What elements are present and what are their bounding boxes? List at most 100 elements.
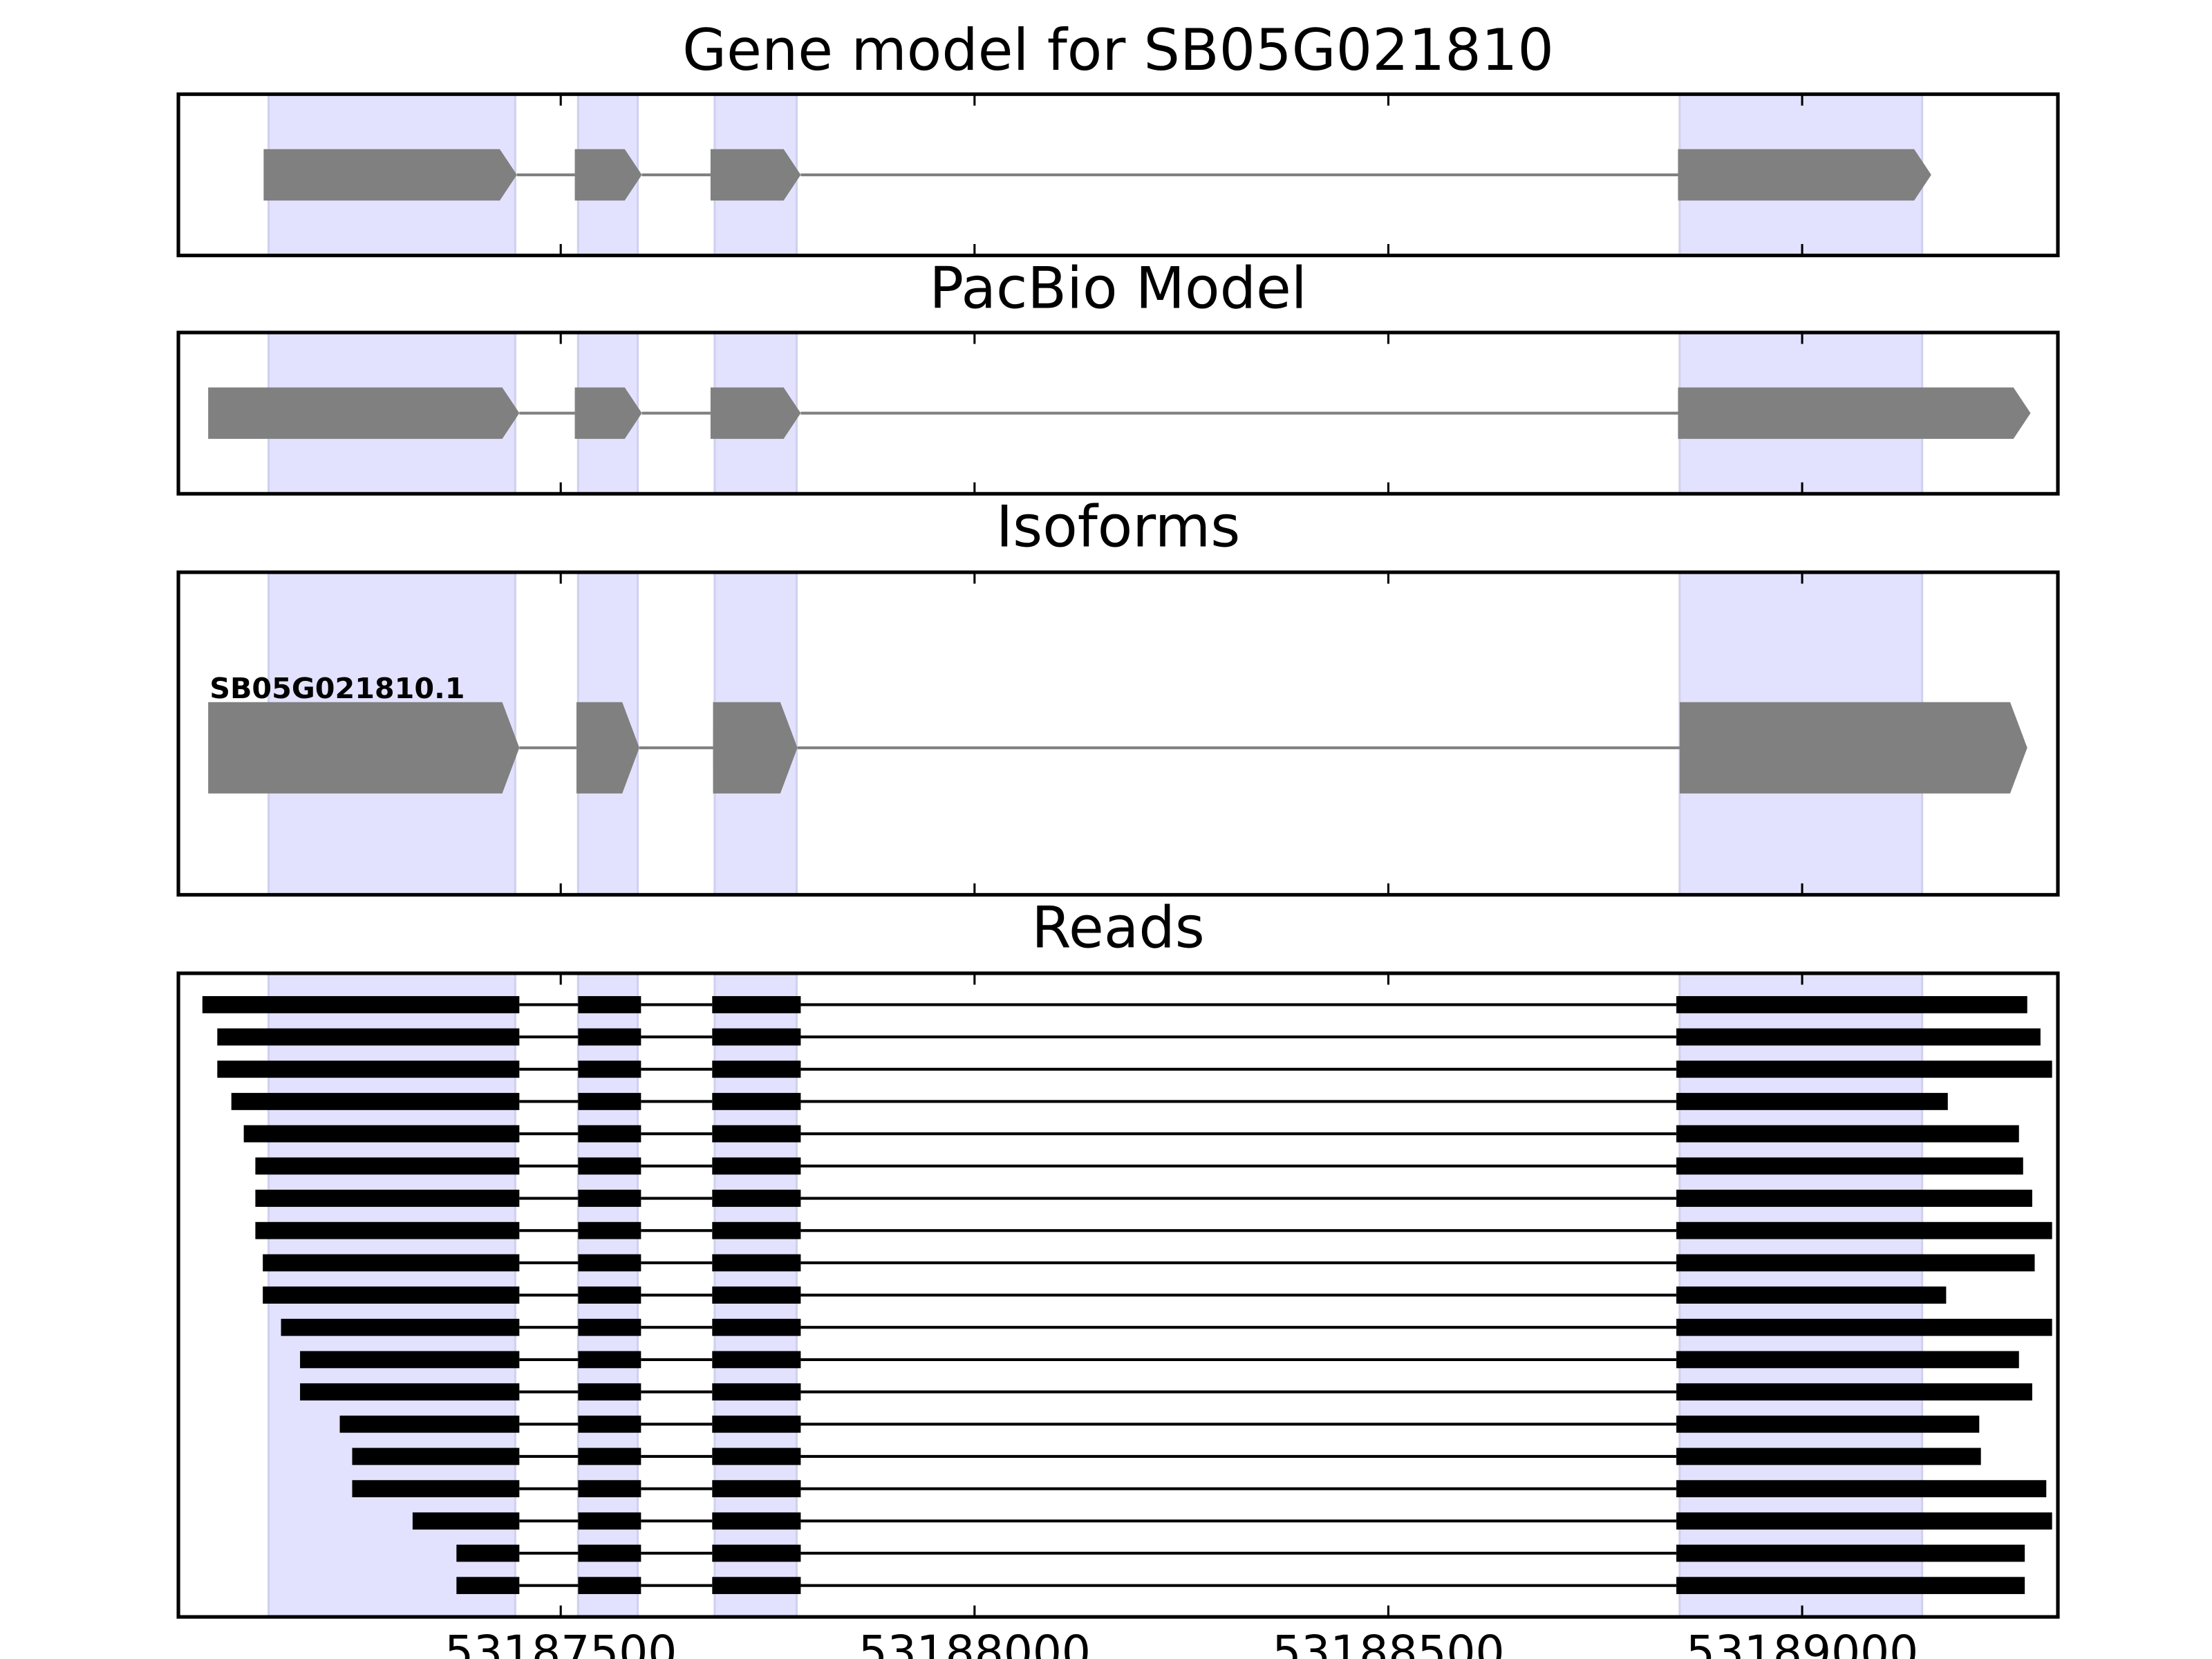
read-block bbox=[712, 1577, 801, 1595]
read-block bbox=[1676, 996, 2027, 1013]
panel-frame bbox=[176, 570, 2060, 897]
read-block bbox=[1676, 1318, 2052, 1336]
read-block bbox=[712, 996, 801, 1013]
exon bbox=[574, 387, 642, 439]
x-tick-label: 53187500 bbox=[444, 1626, 677, 1659]
read-block bbox=[1676, 1254, 2035, 1272]
exon bbox=[576, 702, 639, 794]
read-block bbox=[712, 1383, 801, 1400]
read-block bbox=[255, 1221, 520, 1239]
exon bbox=[208, 702, 520, 794]
read-block bbox=[243, 1125, 520, 1143]
read-block bbox=[255, 1157, 520, 1175]
panel-frame bbox=[176, 330, 2060, 496]
read-block bbox=[578, 1383, 641, 1400]
read-block bbox=[712, 1221, 801, 1239]
panel-title: Reads bbox=[1031, 895, 1205, 962]
exon bbox=[710, 149, 801, 201]
read-block bbox=[1676, 1028, 2041, 1046]
x-tick-label: 53188000 bbox=[859, 1626, 1091, 1659]
read-block bbox=[339, 1415, 520, 1433]
exon bbox=[574, 149, 642, 201]
read-block bbox=[712, 1286, 801, 1304]
read-block bbox=[712, 1447, 801, 1465]
read-block bbox=[217, 1028, 520, 1046]
read-block bbox=[578, 1125, 641, 1143]
x-tick-label: 53189000 bbox=[1686, 1626, 1918, 1659]
read-block bbox=[578, 1512, 641, 1530]
read-block bbox=[1676, 1286, 1947, 1304]
exon bbox=[1679, 702, 2027, 794]
read-block bbox=[578, 1318, 641, 1336]
read-block bbox=[712, 1060, 801, 1078]
read-block bbox=[1676, 1577, 2025, 1595]
read-block bbox=[578, 1254, 641, 1272]
read-block bbox=[352, 1480, 520, 1498]
read-block bbox=[578, 1286, 641, 1304]
exon bbox=[710, 387, 801, 439]
read-block bbox=[456, 1577, 520, 1595]
panel-title: Gene model for SB05G021810 bbox=[682, 17, 1554, 84]
panel-frame bbox=[176, 971, 2060, 1619]
read-block bbox=[217, 1060, 520, 1078]
exon bbox=[713, 702, 798, 794]
read-block bbox=[281, 1318, 520, 1336]
read-block bbox=[263, 1254, 520, 1272]
read-block bbox=[263, 1286, 520, 1304]
read-block bbox=[1676, 1415, 1980, 1433]
read-block bbox=[712, 1093, 801, 1110]
read-block bbox=[1676, 1480, 2047, 1498]
read-block bbox=[712, 1480, 801, 1498]
read-block bbox=[712, 1544, 801, 1562]
read-block bbox=[202, 996, 520, 1013]
read-block bbox=[578, 1190, 641, 1207]
read-block bbox=[578, 996, 641, 1013]
read-block bbox=[578, 1577, 641, 1595]
read-block bbox=[1676, 1060, 2052, 1078]
read-block bbox=[231, 1093, 520, 1110]
read-block bbox=[578, 1415, 641, 1433]
read-block bbox=[712, 1512, 801, 1530]
read-block bbox=[1676, 1221, 2052, 1239]
read-block bbox=[712, 1254, 801, 1272]
read-block bbox=[352, 1447, 520, 1465]
read-block bbox=[712, 1190, 801, 1207]
exon bbox=[208, 387, 520, 439]
read-block bbox=[1676, 1447, 1981, 1465]
read-block bbox=[1676, 1190, 2032, 1207]
read-block bbox=[712, 1157, 801, 1175]
read-block bbox=[712, 1125, 801, 1143]
exon bbox=[1678, 149, 1931, 201]
read-block bbox=[1676, 1157, 2023, 1175]
read-block bbox=[712, 1415, 801, 1433]
read-block bbox=[578, 1447, 641, 1465]
read-block bbox=[456, 1544, 520, 1562]
exon bbox=[1678, 387, 2031, 439]
read-block bbox=[412, 1512, 520, 1530]
panel-title: Isoforms bbox=[996, 494, 1240, 560]
read-block bbox=[1676, 1125, 2019, 1143]
read-block bbox=[1676, 1351, 2019, 1369]
isoform-label: SB05G021810.1 bbox=[209, 672, 465, 705]
read-block bbox=[712, 1028, 801, 1046]
read-block bbox=[578, 1028, 641, 1046]
read-block bbox=[578, 1544, 641, 1562]
panel-frame bbox=[176, 92, 2060, 258]
read-block bbox=[255, 1190, 520, 1207]
read-block bbox=[578, 1157, 641, 1175]
read-block bbox=[1676, 1512, 2052, 1530]
read-block bbox=[712, 1318, 801, 1336]
read-block bbox=[712, 1351, 801, 1369]
read-block bbox=[578, 1093, 641, 1110]
read-block bbox=[300, 1383, 520, 1400]
read-block bbox=[578, 1060, 641, 1078]
read-block bbox=[578, 1480, 641, 1498]
read-block bbox=[1676, 1544, 2025, 1562]
read-block bbox=[1676, 1093, 1948, 1110]
x-tick-label: 53188500 bbox=[1272, 1626, 1504, 1659]
read-block bbox=[578, 1221, 641, 1239]
exon bbox=[263, 149, 517, 201]
read-block bbox=[1676, 1383, 2032, 1400]
read-block bbox=[300, 1351, 520, 1369]
